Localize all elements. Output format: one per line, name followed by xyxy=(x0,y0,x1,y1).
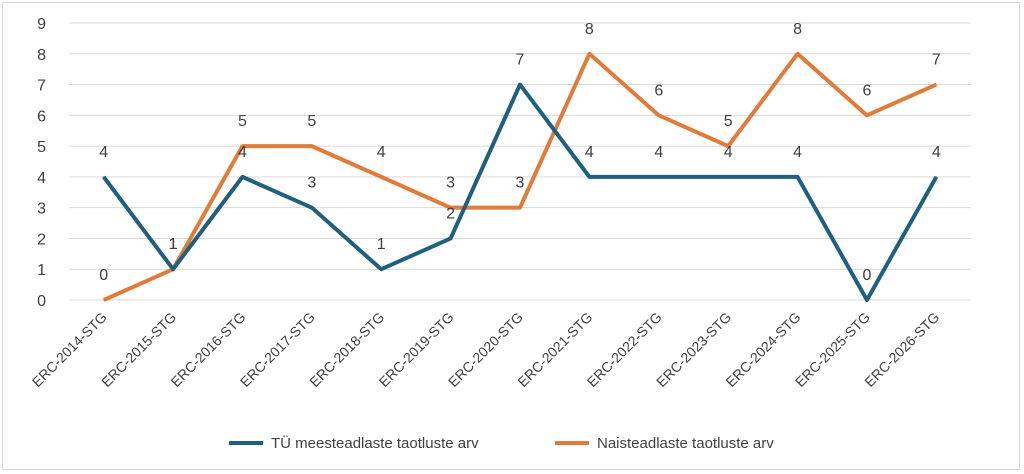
data-label: 0 xyxy=(99,267,108,284)
y-tick-label: 1 xyxy=(37,262,46,279)
series-lines xyxy=(102,51,939,302)
data-label: 4 xyxy=(585,144,594,161)
data-point xyxy=(380,176,382,178)
data-point xyxy=(727,176,729,178)
data-label: 3 xyxy=(307,175,316,192)
y-tick-label: 5 xyxy=(37,139,46,156)
data-label: 3 xyxy=(446,175,455,192)
legend: TÜ meesteadlaste taotluste arv Naisteadla… xyxy=(229,434,774,452)
y-tick-label: 7 xyxy=(37,78,46,95)
data-label: 8 xyxy=(585,21,594,38)
data-point xyxy=(172,268,174,270)
data-point xyxy=(588,53,590,55)
data-label: 4 xyxy=(793,144,802,161)
data-point xyxy=(658,176,660,178)
data-point xyxy=(241,176,243,178)
data-label: 4 xyxy=(377,144,386,161)
data-label: 1 xyxy=(169,236,178,253)
y-tick-label: 6 xyxy=(37,108,46,125)
data-label: 1 xyxy=(169,236,178,253)
data-point xyxy=(658,114,660,116)
data-label: 7 xyxy=(516,52,525,69)
data-point xyxy=(935,176,937,178)
y-axis-tick-labels: 0 1 2 3 4 5 6 7 8 9 xyxy=(37,16,46,310)
x-tick-label: ERC-2026-STG xyxy=(861,309,942,390)
y-tick-label: 2 xyxy=(37,231,46,248)
data-point xyxy=(797,53,799,55)
data-point xyxy=(935,84,937,86)
data-label: 4 xyxy=(724,144,733,161)
data-point xyxy=(519,84,521,86)
data-point xyxy=(103,299,105,301)
y-tick-label: 9 xyxy=(37,16,46,33)
data-label: 4 xyxy=(932,144,941,161)
data-label: 8 xyxy=(793,21,802,38)
data-point xyxy=(866,114,868,116)
data-label: 4 xyxy=(238,144,247,161)
y-tick-label: 4 xyxy=(37,170,46,187)
data-label: 4 xyxy=(654,144,663,161)
data-label: 6 xyxy=(654,82,663,99)
series-line-0 xyxy=(102,82,939,302)
legend-label-0: TÜ meesteadlaste taotluste arv xyxy=(271,434,479,452)
data-label: 5 xyxy=(307,113,316,130)
data-point xyxy=(519,207,521,209)
data-label: 6 xyxy=(862,82,871,99)
data-point xyxy=(588,176,590,178)
data-point xyxy=(727,145,729,147)
data-point xyxy=(866,299,868,301)
data-point xyxy=(797,176,799,178)
data-label: 3 xyxy=(516,175,525,192)
y-tick-label: 0 xyxy=(37,293,46,310)
legend-label-1: Naisteadlaste taotluste arv xyxy=(597,435,774,452)
data-label: 5 xyxy=(238,113,247,130)
line-chart: 0 1 2 3 4 5 6 7 8 9 ERC-2014-STGERC-2015-STGERC-2… xyxy=(29,16,971,452)
y-tick-label: 8 xyxy=(37,47,46,64)
data-label: 2 xyxy=(446,205,455,222)
data-point xyxy=(380,268,382,270)
data-label: 7 xyxy=(932,52,941,69)
data-point xyxy=(311,207,313,209)
data-point xyxy=(450,237,452,239)
data-point xyxy=(311,145,313,147)
data-label: 0 xyxy=(862,267,871,284)
data-label: 5 xyxy=(724,113,733,130)
data-point xyxy=(103,176,105,178)
y-tick-label: 3 xyxy=(37,201,46,218)
data-point xyxy=(450,207,452,209)
data-label: 4 xyxy=(99,144,108,161)
x-axis-tick-labels: ERC-2014-STGERC-2015-STGERC-2016-STGERC-… xyxy=(29,309,943,390)
data-point xyxy=(241,145,243,147)
data-label: 1 xyxy=(377,236,386,253)
